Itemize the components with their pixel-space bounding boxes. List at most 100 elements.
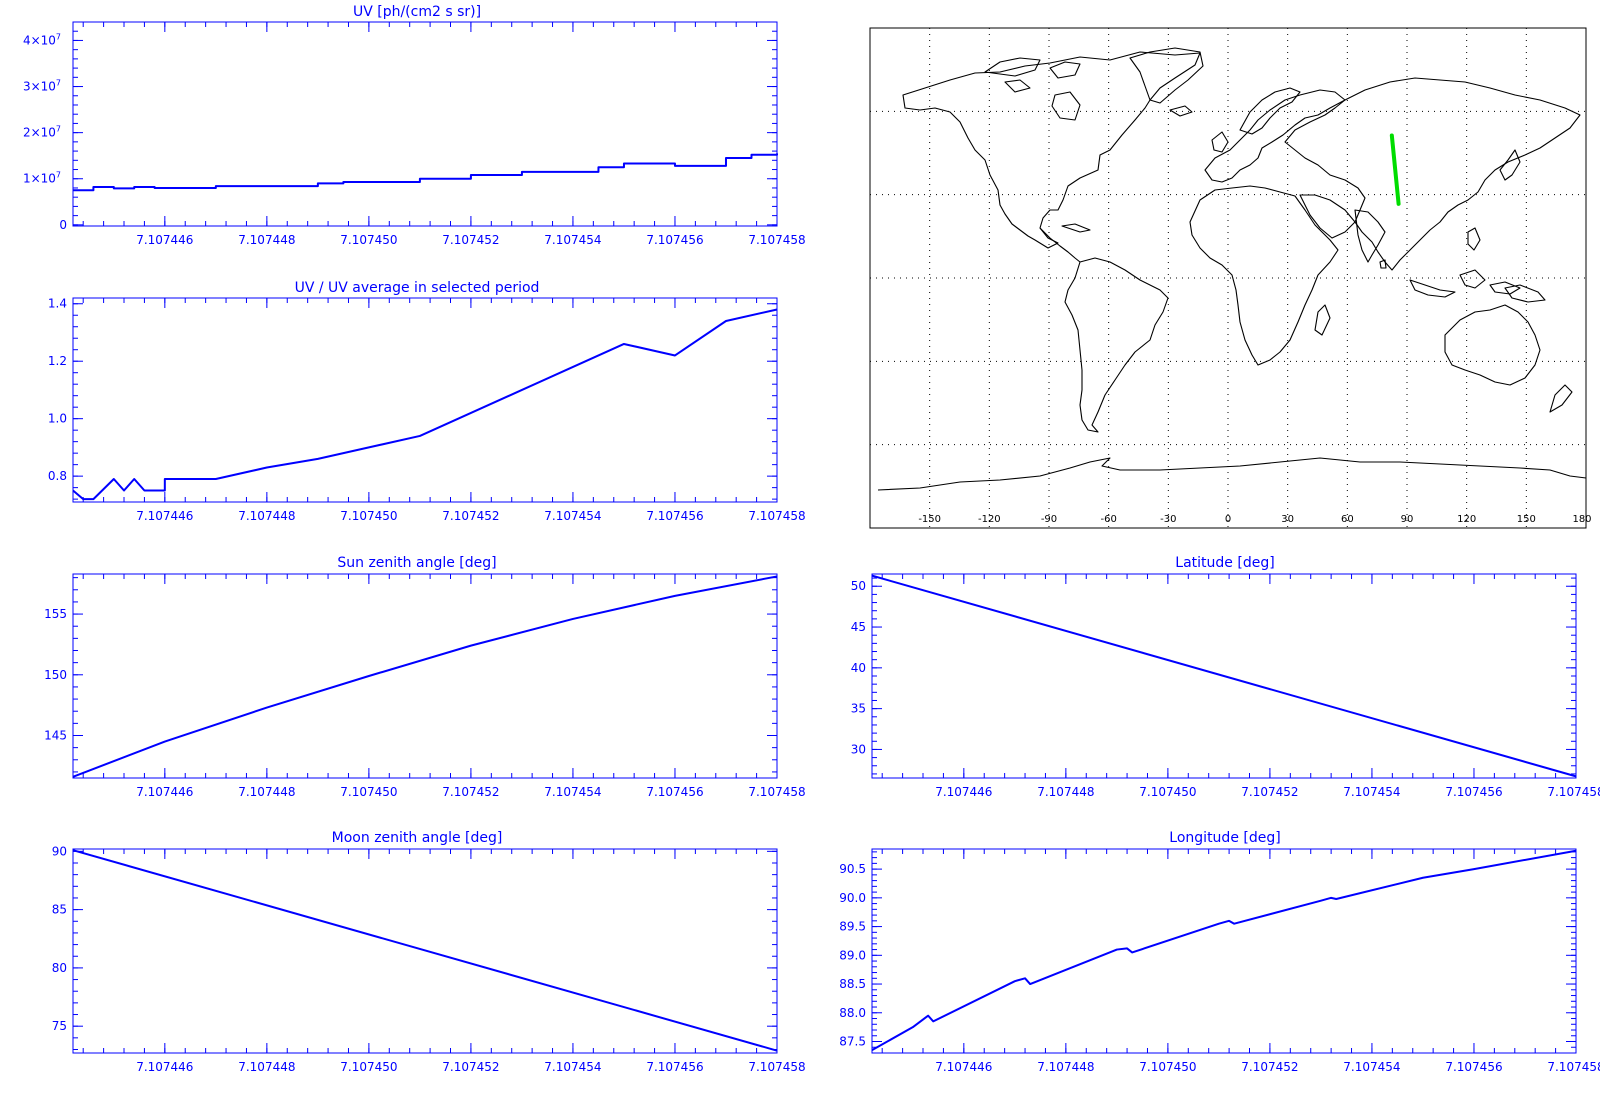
x-tick-label: 7.107454 <box>544 1060 601 1074</box>
y-tick-label: 50 <box>851 579 866 593</box>
x-tick-label: 7.107452 <box>442 233 499 247</box>
series-line <box>871 849 1577 1051</box>
uv-plot-frame <box>72 21 778 227</box>
satellite-track <box>1389 133 1401 206</box>
sun-zenith-plot-title: Sun zenith angle [deg] <box>337 555 496 571</box>
coastline-new-guinea <box>1504 284 1546 303</box>
coastline-british-isles <box>1211 131 1229 153</box>
longitude-plot-y-ticks: 87.5 88.0 88.5 89.0 89.5 90.0 90.5 <box>839 851 1576 1049</box>
uv-ratio-plot-title: UV / UV average in selected period <box>295 280 540 296</box>
x-tick-label: 7.107458 <box>748 509 805 523</box>
y-tick-label: 1×107 <box>23 171 61 186</box>
sun-zenith-plot: Sun zenith angle [deg] 145 150 155 7.10744… <box>44 555 806 799</box>
coastline-cuba <box>1061 223 1091 233</box>
map-lon-label: 90 <box>1401 514 1414 525</box>
latitude-plot-title: Latitude [deg] <box>1175 555 1274 571</box>
uv-plot-title: UV [ph/(cm2 s sr)] <box>353 4 481 20</box>
y-tick-label: 40 <box>851 661 866 675</box>
world-map: -150 -120 -90 -60 -30 0 30 60 90 120 150 180 <box>869 27 1592 529</box>
coastline-south-america <box>1064 257 1169 433</box>
series-line <box>72 849 778 1052</box>
x-tick-label: 7.107454 <box>1343 1060 1400 1074</box>
y-tick-label: 80 <box>52 961 67 975</box>
x-tick-label: 7.107458 <box>1547 1060 1600 1074</box>
y-tick-label: 35 <box>851 702 866 716</box>
map-lon-label: 30 <box>1281 514 1294 525</box>
x-tick-label: 7.107452 <box>442 509 499 523</box>
uv-plot-x-ticks: 7.107446 7.107448 7.107450 7.107452 7.107454… <box>82 22 806 247</box>
coastline-arctic-islands <box>984 57 1081 93</box>
y-tick-label: 89.0 <box>839 948 866 962</box>
longitude-plot: Longitude [deg] 87.5 88.0 88.5 89.0 89.5 90.0… <box>839 830 1600 1074</box>
y-tick-label: 1.0 <box>48 412 67 426</box>
y-tick-label: 1.4 <box>48 297 67 311</box>
x-tick-label: 7.107452 <box>1241 1060 1298 1074</box>
series-line <box>73 153 778 192</box>
x-tick-label: 7.107446 <box>136 233 193 247</box>
coastline-japan <box>1499 149 1521 181</box>
map-lon-label: -90 <box>1041 514 1057 525</box>
moon-zenith-plot-y-ticks: 75 80 85 90 <box>52 844 777 1051</box>
y-tick-label: 155 <box>44 607 67 621</box>
y-tick-label: 90.5 <box>839 862 866 876</box>
coastline-arabia <box>1299 194 1356 239</box>
y-tick-label: 4×107 <box>23 32 61 47</box>
x-tick-label: 7.107450 <box>340 1060 397 1074</box>
sun-zenith-plot-y-ticks: 145 150 155 <box>44 577 777 773</box>
x-tick-label: 7.107446 <box>935 1060 992 1074</box>
longitude-plot-frame <box>871 848 1577 1054</box>
sun-zenith-plot-x-ticks: 7.107446 7.107448 7.107450 7.107452 7.107454… <box>82 574 806 799</box>
y-tick-label: 0.8 <box>48 469 67 483</box>
series-line <box>72 575 778 778</box>
coastline-australia <box>1444 304 1541 386</box>
x-tick-label: 7.107458 <box>1547 785 1600 799</box>
x-tick-label: 7.107458 <box>748 1060 805 1074</box>
uv-ratio-plot-x-ticks: 7.107446 7.107448 7.107450 7.107452 7.107454… <box>82 298 806 523</box>
coastline-new-zealand <box>1549 384 1573 413</box>
x-tick-label: 7.107452 <box>442 1060 499 1074</box>
coastline-central-america <box>1039 227 1081 263</box>
x-tick-label: 7.107458 <box>748 233 805 247</box>
coastline-scandinavia <box>1239 87 1301 135</box>
map-lon-ticks: -150 -120 -90 -60 -30 0 30 60 90 120 150 180 <box>918 514 1591 525</box>
x-tick-label: 7.107446 <box>136 1060 193 1074</box>
y-tick-label: 145 <box>44 729 67 743</box>
x-tick-label: 7.107450 <box>340 509 397 523</box>
y-tick-label: 75 <box>52 1019 67 1033</box>
x-tick-label: 7.107446 <box>935 785 992 799</box>
coastlines <box>877 47 1587 491</box>
y-tick-label: 3×107 <box>23 79 61 94</box>
x-tick-label: 7.107458 <box>748 785 805 799</box>
sun-zenith-plot-frame <box>72 573 778 779</box>
coastline-asia <box>1284 77 1581 271</box>
moon-zenith-plot: Moon zenith angle [deg] 75 80 85 90 7.10744… <box>52 830 806 1074</box>
coastline-indonesia <box>1409 269 1521 298</box>
coastline-europe <box>1204 89 1346 183</box>
longitude-plot-series <box>871 849 1577 1051</box>
longitude-plot-title: Longitude [deg] <box>1169 830 1280 846</box>
x-tick-label: 7.107450 <box>340 233 397 247</box>
x-tick-label: 7.107448 <box>238 1060 295 1074</box>
y-tick-label: 90.0 <box>839 891 866 905</box>
y-tick-label: 150 <box>44 668 67 682</box>
map-lon-label: 150 <box>1517 514 1536 525</box>
x-tick-label: 7.107450 <box>1139 785 1196 799</box>
x-tick-label: 7.107448 <box>1037 1060 1094 1074</box>
map-lon-label: -150 <box>918 514 941 525</box>
uv-plot: UV [ph/(cm2 s sr)] 0 1×107 2×107 3×107 4×107… <box>23 4 806 247</box>
x-tick-label: 7.107450 <box>1139 1060 1196 1074</box>
coastline-africa <box>1189 185 1339 366</box>
x-tick-label: 7.107456 <box>646 509 703 523</box>
coastline-north-america <box>902 51 1201 249</box>
coastline-hudson-bay <box>1051 91 1081 121</box>
x-tick-label: 7.107454 <box>544 785 601 799</box>
x-tick-label: 7.107456 <box>646 785 703 799</box>
latitude-plot-x-ticks: 7.107446 7.107448 7.107450 7.107452 7.107454… <box>881 574 1600 799</box>
longitude-plot-x-ticks: 7.107446 7.107448 7.107450 7.107452 7.107454… <box>881 849 1600 1074</box>
moon-zenith-plot-x-ticks: 7.107446 7.107448 7.107450 7.107452 7.107454… <box>82 849 806 1074</box>
y-tick-label: 45 <box>851 620 866 634</box>
y-tick-label: 1.2 <box>48 354 67 368</box>
coastline-philippines <box>1467 227 1481 251</box>
coastline-iceland <box>1169 105 1193 117</box>
